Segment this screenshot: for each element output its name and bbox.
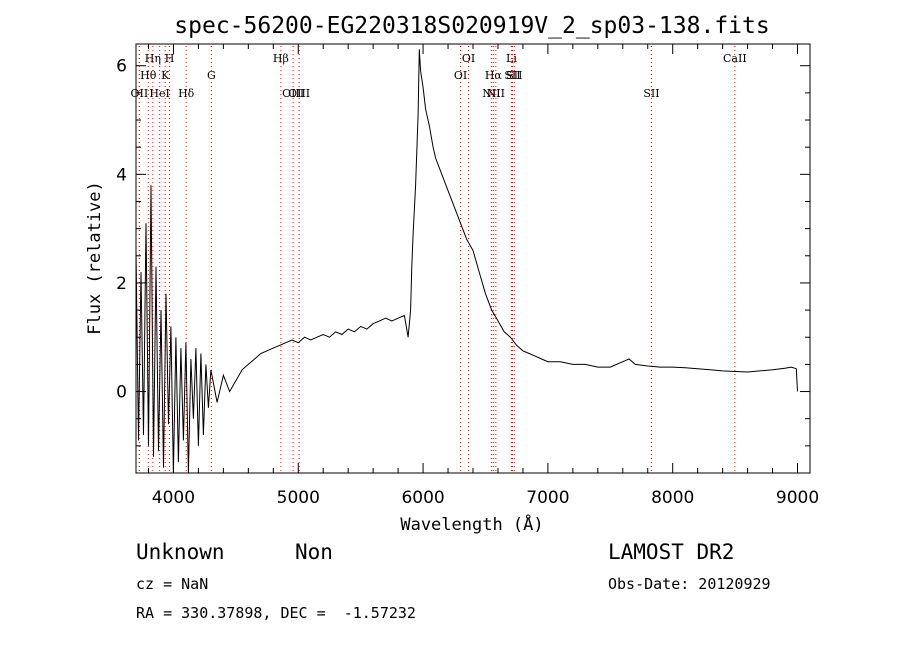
coordinates-text: RA = 330.37898, DEC = -1.57232 <box>136 604 416 622</box>
x-tick-label: 4000 <box>152 488 195 508</box>
line-marker-label-5: H <box>165 52 175 65</box>
line-marker-label-1: Hθ <box>140 69 157 82</box>
line-markers <box>138 46 736 472</box>
line-marker-label-17: SII <box>504 69 520 82</box>
obs-date-text: Obs-Date: 20120929 <box>608 575 771 593</box>
y-tick-label: 2 <box>116 274 127 294</box>
x-tick-label: 6000 <box>401 488 444 508</box>
survey-name: LAMOST DR2 <box>608 540 735 564</box>
x-tick-label: 9000 <box>776 488 819 508</box>
x-tick-label: 5000 <box>277 488 320 508</box>
line-marker-label-19: SII <box>643 87 659 100</box>
line-marker-label-14: Hα <box>485 69 503 82</box>
axis-tick-labels: 4000 5000 6000 7000 8000 9000 0 2 4 6 <box>116 57 819 508</box>
line-marker-label-15: NII <box>487 87 505 100</box>
axis-ticks <box>136 44 810 474</box>
line-marker-label-18: SII <box>506 69 522 82</box>
line-marker-label-20: CaII <box>723 52 747 65</box>
y-tick-label: 0 <box>116 383 127 403</box>
line-marker-label-3: HeI <box>149 87 169 100</box>
spectrum-series-line <box>135 49 798 474</box>
line-marker-label-6: Hδ <box>178 87 195 100</box>
line-marker-label-16: Li <box>506 52 517 65</box>
line-marker-label-10: OIII <box>288 87 310 100</box>
line-marker-label-4: K <box>161 69 170 82</box>
x-axis-label: Wavelength (Å) <box>400 513 543 535</box>
chart-title: spec-56200-EG220318S020919V_2_sp03-138.f… <box>174 13 769 39</box>
object-subclass: Non <box>295 540 333 564</box>
redshift-text: cz = NaN <box>136 575 209 593</box>
line-marker-label-2: Hη <box>145 52 161 65</box>
object-class: Unknown <box>136 540 225 564</box>
line-marker-label-11: OI <box>454 69 467 82</box>
x-tick-label: 7000 <box>526 488 569 508</box>
line-marker-label-9: OIII <box>282 87 304 100</box>
y-tick-label: 4 <box>116 165 127 185</box>
line-marker-label-0: OII <box>131 87 149 100</box>
y-axis-label: Flux (relative) <box>85 181 105 335</box>
plot-frame <box>135 43 811 474</box>
x-tick-label: 8000 <box>651 488 694 508</box>
y-tick-label: 6 <box>116 57 127 77</box>
line-marker-label-13: NII <box>482 87 500 100</box>
line-marker-label-8: Hβ <box>273 52 289 65</box>
line-marker-label-12: OI <box>462 52 475 65</box>
line-marker-label-7: G <box>207 69 216 82</box>
